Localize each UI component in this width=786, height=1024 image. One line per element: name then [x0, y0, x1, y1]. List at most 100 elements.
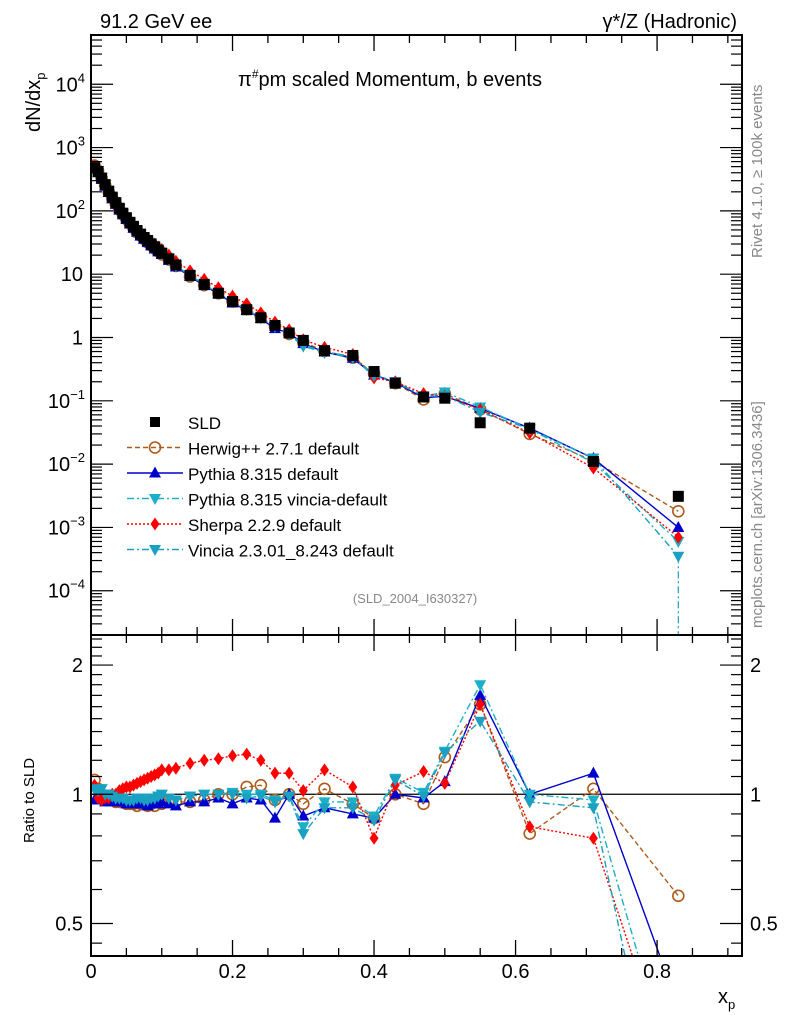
- main-point-sld: [319, 345, 331, 357]
- ratio-point-pythia-8-315-vincia-default: [346, 797, 359, 809]
- y-tick-label: 10−4: [48, 577, 85, 603]
- x-tick-label: 0: [85, 961, 96, 983]
- main-point-sld: [389, 377, 401, 389]
- x-tick-label: 0.2: [219, 961, 247, 983]
- title-pi: π: [238, 69, 252, 91]
- ratio-ylabel: Ratio to SLD: [21, 758, 38, 843]
- main-point-vincia-2-3-01-8-243-default: [474, 407, 487, 419]
- y-tick-label: 1: [72, 328, 83, 350]
- ratio-point-vincia-2-3-01-8-243-default: [438, 748, 451, 760]
- y-tick-label: 10−1: [48, 387, 85, 413]
- ratio-point-vincia-2-3-01-8-243-default: [226, 789, 239, 801]
- ylabel-sub: p: [33, 73, 48, 80]
- ratio-point-sherpa-2-2-9-default: [228, 749, 238, 763]
- ratio-xlabel: xp: [718, 986, 735, 1012]
- ratio-point-vincia-2-3-01-8-243-default: [254, 791, 267, 803]
- ratio-point-sherpa-2-2-9-default: [171, 761, 181, 775]
- main-point-sld: [227, 296, 239, 308]
- ratio-y-tick-label: 1: [72, 784, 83, 806]
- ratio-point-herwig-2-7-1-default: [318, 782, 331, 796]
- ratio-point-vincia-2-3-01-8-243-default: [184, 791, 197, 803]
- main-point-sld: [198, 278, 210, 290]
- rivet-label: Rivet 4.1.0, ≥ 100k events: [749, 85, 766, 258]
- ratio-point-sherpa-2-2-9-default: [185, 756, 195, 770]
- main-point-sld: [156, 247, 168, 259]
- ratio-point-vincia-2-3-01-8-243-default: [169, 795, 182, 807]
- legend-marker-pythia-8-315-default: [149, 466, 161, 478]
- ratio-point-sherpa-2-2-9-default: [164, 763, 174, 777]
- x-tick-label: 0.6: [502, 961, 530, 983]
- ratio-point-pythia-8-315-vincia-default: [587, 795, 600, 807]
- ratio-point-pythia-8-315-vincia-default: [297, 822, 310, 834]
- main-point-sld: [99, 179, 111, 191]
- ratio-y-tick-label: 0.5: [55, 913, 83, 935]
- legend: SLD Herwig++ 2.7.1 default Pythia 8.315 de…: [127, 414, 394, 561]
- ratio-point-pythia-8-315-default: [268, 811, 281, 823]
- ratio-point-sherpa-2-2-9-default: [270, 766, 280, 780]
- ratio-point-pythia-8-315-default: [198, 795, 211, 807]
- main-point-sld: [184, 269, 196, 281]
- ratio-point-pythia-8-315-default: [297, 809, 310, 821]
- legend-label-sherpa-2-2-9-default: Sherpa 2.2.9 default: [188, 516, 341, 535]
- legend-marker-sherpa-2-2-9-default: [150, 517, 160, 531]
- main-point-sld: [439, 392, 451, 404]
- y-tick-label: 102: [56, 197, 85, 223]
- legend-label-sld: SLD: [188, 414, 221, 433]
- ratio-point-sherpa-2-2-9-default: [419, 764, 429, 778]
- ratio-point-vincia-2-3-01-8-243-default: [297, 829, 310, 841]
- legend-marker-pythia-8-315-vincia-default: [149, 494, 161, 505]
- main-point-sld: [170, 259, 182, 271]
- ratio-point-sherpa-2-2-9-default: [320, 763, 330, 777]
- main-point-sld: [212, 287, 224, 299]
- ratio-point-sherpa-2-2-9-default: [369, 831, 379, 845]
- ratio-point-sherpa-2-2-9-default: [348, 780, 358, 794]
- ratio-point-vincia-2-3-01-8-243-default: [318, 803, 331, 815]
- ratio-point-pythia-8-315-vincia-default: [474, 680, 487, 692]
- ratio-line-pythia-8-315-vincia-default: [94, 683, 640, 956]
- main-point-sld: [96, 172, 108, 184]
- ratio-point-pythia-8-315-default: [474, 688, 487, 700]
- main-point-sld: [524, 422, 536, 434]
- ratio-point-vincia-2-3-01-8-243-default: [240, 793, 253, 805]
- main-point-sld: [110, 197, 122, 209]
- ratio-point-vincia-2-3-01-8-243-default: [523, 797, 536, 809]
- main-point-herwig-2-7-1-default: [672, 504, 685, 518]
- ratio-point-pythia-8-315-default: [389, 787, 402, 799]
- main-point-sld: [92, 165, 104, 177]
- legend-marker-vincia-2-3-01-8-243-default: [149, 545, 161, 556]
- main-point-sld: [672, 490, 684, 502]
- main-point-sld: [347, 349, 359, 361]
- ratio-point-vincia-2-3-01-8-243-default: [346, 803, 359, 815]
- ratio-point-pythia-8-315-default: [155, 795, 168, 807]
- ratio-point-vincia-2-3-01-8-243-default: [155, 789, 168, 801]
- main-line-pythia-8-315-vincia-default: [93, 166, 679, 543]
- main-point-sld: [418, 391, 430, 403]
- title-sup: #: [252, 67, 259, 81]
- x-tick-label: 0.8: [643, 961, 671, 983]
- energy-label: 91.2 GeV ee: [100, 11, 212, 33]
- ratio-point-sherpa-2-2-9-default: [440, 776, 450, 790]
- ratio-point-sherpa-2-2-9-default: [588, 831, 598, 845]
- main-point-sld: [255, 312, 267, 324]
- ratio-line-vincia-2-3-01-8-243-default: [94, 720, 626, 956]
- xlabel-sub: p: [728, 997, 735, 1012]
- ratio-point-vincia-2-3-01-8-243-default: [474, 716, 487, 728]
- ratio-point-vincia-2-3-01-8-243-default: [587, 803, 600, 815]
- y-tick-label: 10−3: [48, 513, 85, 539]
- ratio-point-pythia-8-315-default: [672, 1000, 684, 1011]
- ylabel-main: dN/dx: [23, 80, 45, 132]
- ratio-point-herwig-2-7-1-default: [672, 889, 685, 903]
- ratio-point-vincia-2-3-01-8-243-default: [268, 797, 281, 809]
- y-tick-label: 10: [61, 264, 83, 286]
- main-point-sld: [587, 456, 599, 468]
- ratio-point-sherpa-2-2-9-default: [298, 784, 308, 798]
- ratio-y-tick-label: 2: [72, 655, 83, 677]
- mcplots-label: mcplots.cern.ch [arXiv:1306.3436]: [749, 401, 766, 628]
- xlabel-main: x: [718, 986, 728, 1008]
- ratio-point-pythia-8-315-default: [226, 797, 239, 809]
- main-point-sld: [283, 327, 295, 339]
- ratio-point-sherpa-2-2-9-default: [525, 820, 535, 834]
- ratio-y-tick-label-right: 0.5: [750, 913, 778, 935]
- legend-marker-sld: [150, 417, 160, 427]
